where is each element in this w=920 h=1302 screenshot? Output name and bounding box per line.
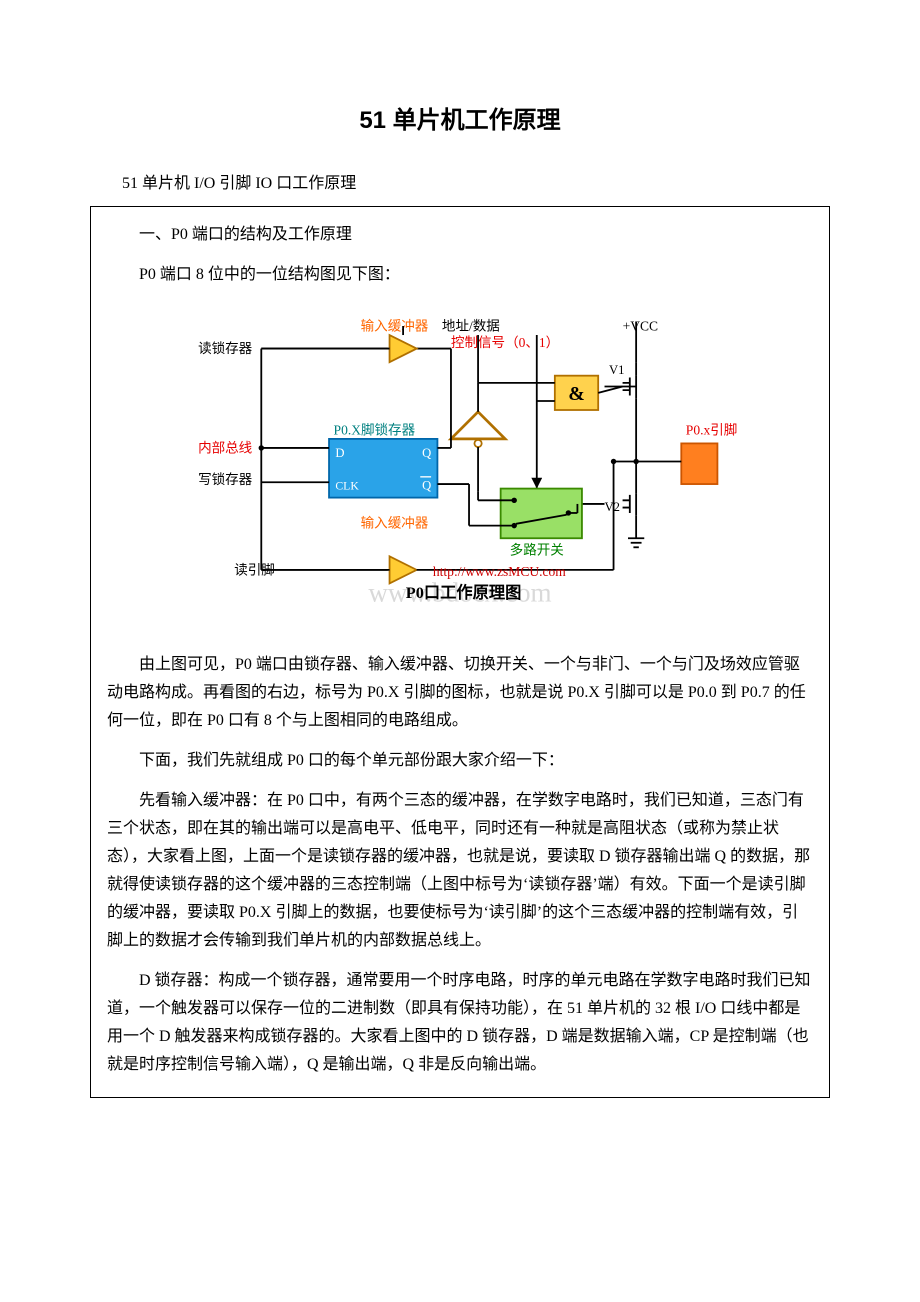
svg-text:P0.X脚锁存器: P0.X脚锁存器 — [334, 422, 416, 437]
svg-text:V1: V1 — [609, 363, 624, 377]
svg-text:+VCC: +VCC — [623, 319, 658, 334]
svg-text:地址/数据: 地址/数据 — [442, 319, 500, 334]
svg-text:输入缓冲器: 输入缓冲器 — [361, 319, 429, 334]
section-subheading: P0 端口 8 位中的一位结构图见下图： — [107, 261, 813, 289]
svg-text:D: D — [335, 446, 344, 460]
svg-text:CLK: CLK — [335, 479, 359, 492]
page-title: 51 单片机工作原理 — [90, 100, 830, 142]
svg-text:http://www.zsMCU.com: http://www.zsMCU.com — [433, 564, 566, 579]
svg-text:输入缓冲器: 输入缓冲器 — [361, 515, 429, 530]
svg-text:P0口工作原理图: P0口工作原理图 — [406, 583, 522, 602]
svg-text:多路开关: 多路开关 — [510, 542, 564, 558]
paragraph: 下面，我们先就组成 P0 口的每个单元部份跟大家介绍一下： — [107, 747, 813, 775]
svg-text:控制信号（0、1）: 控制信号（0、1） — [451, 335, 559, 350]
paragraph: 先看输入缓冲器：在 P0 口中，有两个三态的缓冲器，在学数字电路时，我们已知道，… — [107, 787, 813, 955]
p0-diagram: www.bdocx.com输入缓冲器地址/数据控制信号（0、1）+VCC读锁存器… — [107, 301, 813, 641]
content-box: 一、P0 端口的结构及工作原理 P0 端口 8 位中的一位结构图见下图： www… — [90, 206, 830, 1098]
p0-circuit-svg: www.bdocx.com输入缓冲器地址/数据控制信号（0、1）+VCC读锁存器… — [180, 301, 740, 631]
paragraph: D 锁存器：构成一个锁存器，通常要用一个时序电路，时序的单元电路在学数字电路时我… — [107, 967, 813, 1079]
svg-text:P0.x引脚: P0.x引脚 — [686, 422, 738, 437]
svg-text:Q: Q — [422, 478, 431, 492]
svg-text:V2: V2 — [605, 500, 620, 514]
intro-line: 51 单片机 I/O 引脚 IO 口工作原理 — [90, 170, 830, 198]
paragraph: 由上图可见，P0 端口由锁存器、输入缓冲器、切换开关、一个与非门、一个与门及场效… — [107, 651, 813, 735]
svg-text:&: & — [568, 383, 585, 405]
svg-text:读锁存器: 读锁存器 — [198, 341, 253, 356]
svg-text:写锁存器: 写锁存器 — [198, 472, 253, 487]
svg-text:Q: Q — [422, 446, 431, 460]
section-heading: 一、P0 端口的结构及工作原理 — [107, 221, 813, 249]
svg-text:内部总线: 内部总线 — [198, 440, 253, 455]
